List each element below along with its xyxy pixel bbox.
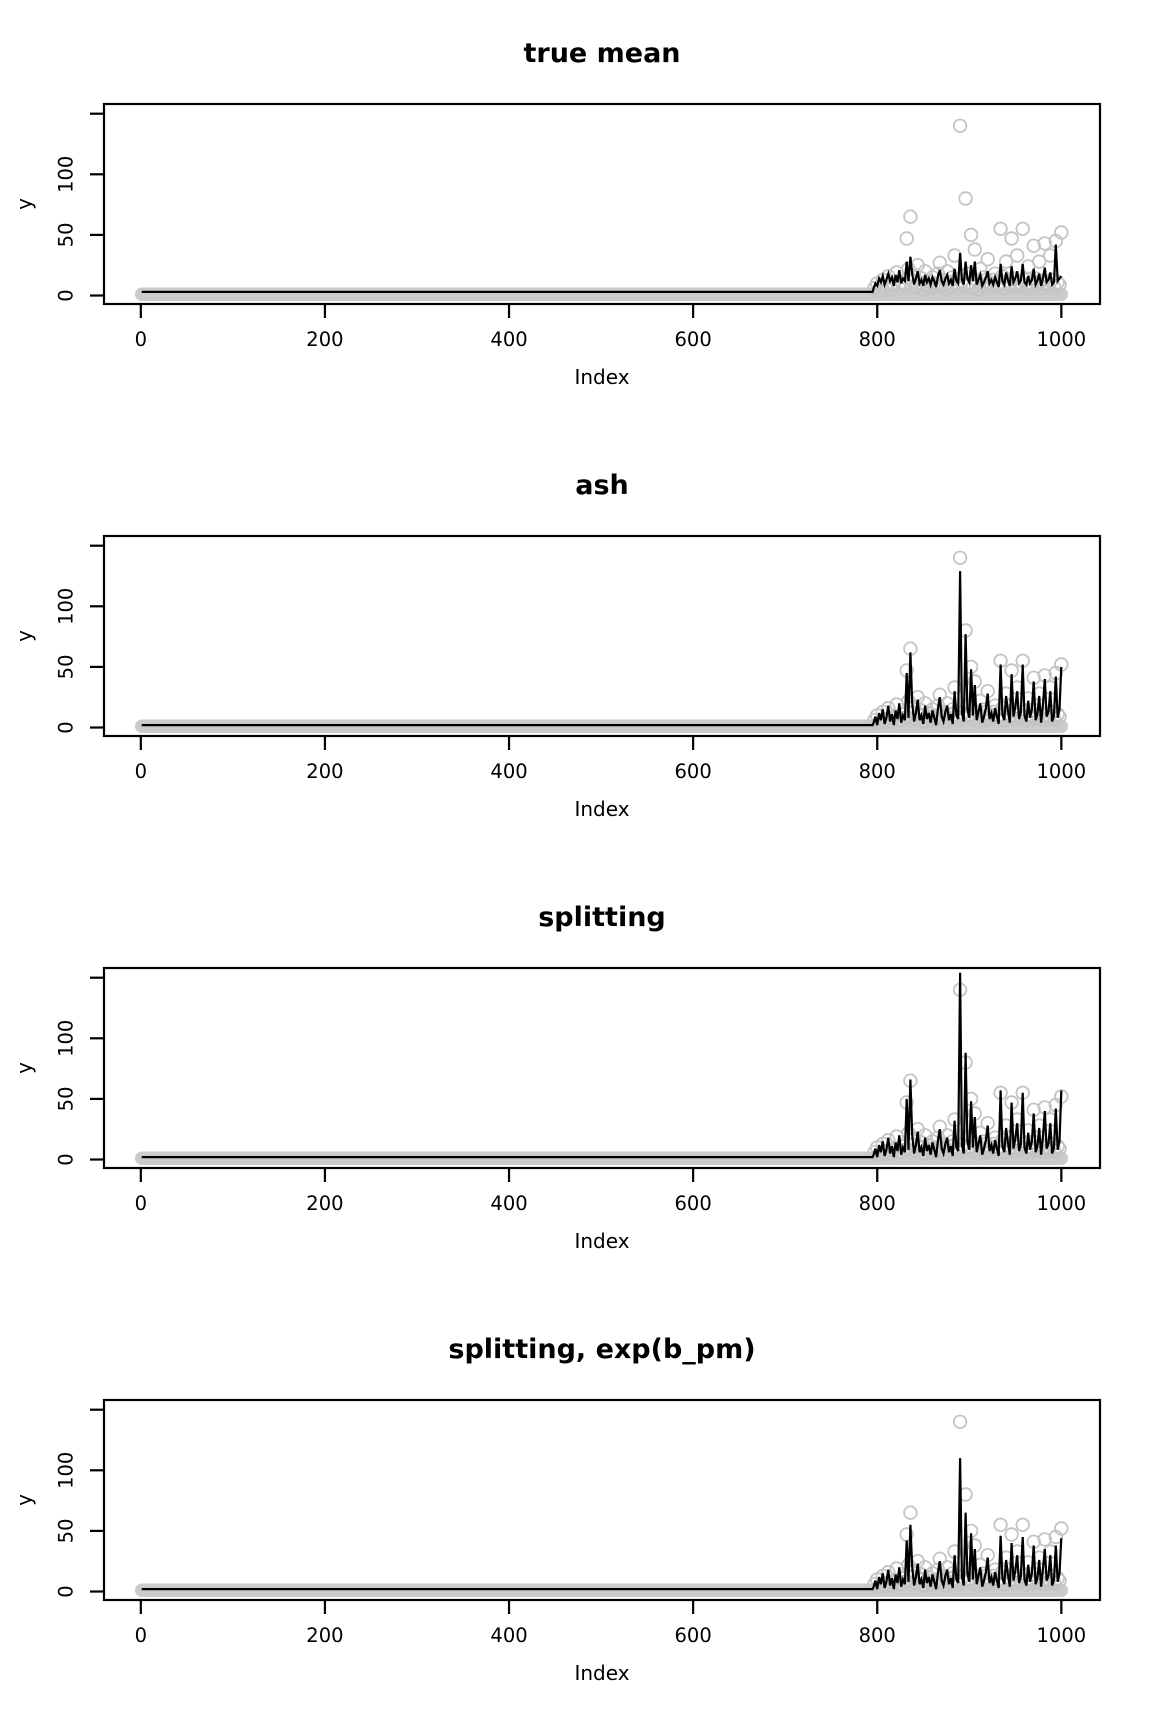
data-point: [998, 254, 1014, 269]
data-point: [963, 227, 979, 243]
x-tick-label: 800: [859, 760, 896, 783]
plot-box: [102, 1398, 1102, 1602]
data-point: [1037, 1532, 1053, 1547]
plot-svg-ash: ash 0 200 400 600 800 1000 0 50 100 Index y: [12, 470, 1102, 821]
x-axis-label: Index: [574, 1229, 629, 1253]
panel-title: ash: [575, 470, 629, 501]
y-tick-label: 0: [55, 1153, 78, 1165]
y-tick-label: 50: [55, 1086, 78, 1111]
data-point: [894, 275, 910, 290]
x-tick-label: 400: [490, 328, 527, 351]
data-point: [903, 1505, 918, 1520]
y-tick-label: 50: [55, 222, 78, 247]
scatter-points: [867, 118, 1069, 298]
data-point: [980, 252, 995, 267]
data-point: [1031, 254, 1047, 269]
x-tick-label: 200: [306, 328, 343, 351]
x-axis-label: Index: [574, 365, 629, 389]
y-axis-label: y: [12, 630, 36, 642]
data-point: [1004, 1527, 1019, 1542]
data-point: [1004, 231, 1019, 246]
x-tick-label: 400: [490, 1624, 527, 1647]
data-point: [967, 242, 983, 257]
panel-ash: ash 0 200 400 600 800 1000 0 50 100 Index y: [0, 432, 1152, 864]
y-tick-label: 50: [55, 654, 78, 679]
plot-area: 0 200 400 600 800 1000 0 50 100 Index y: [12, 534, 1102, 821]
x-tick-label: 1000: [1037, 760, 1087, 783]
plot-area: 0 200 400 600 800 1000 0 50 100 Index y: [12, 102, 1102, 389]
data-point: [952, 550, 968, 566]
x-tick-label: 600: [675, 1624, 712, 1647]
y-tick-label: 100: [55, 1020, 78, 1057]
panel-title: splitting: [538, 902, 666, 933]
data-point: [932, 255, 948, 271]
x-tick-label: 600: [675, 760, 712, 783]
x-tick-label: 400: [490, 1192, 527, 1215]
x-tick-label: 1000: [1037, 1624, 1087, 1647]
data-point: [993, 1517, 1008, 1533]
data-point: [1026, 238, 1041, 254]
x-tick-label: 200: [306, 1192, 343, 1215]
x-tick-label: 400: [490, 760, 527, 783]
x-tick-label: 0: [135, 328, 147, 351]
y-axis-label: y: [12, 1062, 36, 1074]
plot-svg-splitting-exp: splitting, exp(b_pm) 0 200 400 600 800 1000 0 5…: [12, 1334, 1102, 1685]
x-tick-label: 0: [135, 760, 147, 783]
plot-area: 0 200 400 600 800 1000 0 50 100 Index y: [12, 1398, 1102, 1685]
x-axis-label: Index: [574, 797, 629, 821]
y-tick-label: 100: [55, 588, 78, 625]
y-tick-label: 50: [55, 1518, 78, 1543]
panel-true-mean: true mean 0 200 400 600 800 1000 0 50 100 Index y: [0, 0, 1152, 432]
panel-title: true mean: [523, 38, 680, 69]
y-tick-label: 0: [55, 721, 78, 733]
y-axis-label: y: [12, 1494, 36, 1506]
x-tick-label: 1000: [1037, 328, 1087, 351]
plot-box: [102, 102, 1102, 306]
plot-box: [102, 534, 1102, 738]
x-tick-label: 800: [859, 1192, 896, 1215]
x-tick-label: 0: [135, 1624, 147, 1647]
plot-svg-splitting: splitting 0 200 400 600 800 1000 0 50 100 Index y: [12, 902, 1102, 1253]
mean-line: [141, 1458, 1063, 1591]
data-point: [1037, 236, 1053, 251]
x-tick-label: 200: [306, 760, 343, 783]
plot-box: [102, 966, 1102, 1170]
panel-splitting-exp-b-pm: splitting, exp(b_pm) 0 200 400 600 800 1000 0 5…: [0, 1296, 1152, 1728]
data-point: [952, 1414, 968, 1430]
data-point: [1054, 225, 1069, 240]
panel-title: splitting, exp(b_pm): [448, 1334, 755, 1365]
panel-splitting: splitting 0 200 400 600 800 1000 0 50 100 Index y: [0, 864, 1152, 1296]
data-point: [1015, 1517, 1030, 1533]
data-point: [1054, 1521, 1069, 1536]
x-tick-label: 800: [859, 328, 896, 351]
x-tick-label: 0: [135, 1192, 147, 1215]
data-point: [952, 118, 968, 134]
data-point: [903, 209, 918, 224]
y-tick-label: 100: [55, 1452, 78, 1489]
y-axis-label: y: [12, 198, 36, 210]
y-tick-label: 0: [55, 289, 78, 301]
data-point: [958, 191, 973, 206]
y-tick-label: 100: [55, 156, 78, 193]
x-tick-label: 800: [859, 1624, 896, 1647]
x-tick-label: 1000: [1037, 1192, 1087, 1215]
plot-area: 0 200 400 600 800 1000 0 50 100 Index y: [12, 966, 1102, 1253]
mean-line: [141, 972, 1063, 1159]
data-point: [993, 221, 1008, 237]
x-axis-label: Index: [574, 1661, 629, 1685]
mean-line: [141, 571, 1063, 727]
x-tick-label: 600: [675, 328, 712, 351]
plot-svg-true-mean: true mean 0 200 400 600 800 1000 0 50 100 Index y: [12, 38, 1102, 389]
x-tick-label: 600: [675, 1192, 712, 1215]
data-point: [899, 231, 914, 246]
mean-line: [141, 244, 1063, 293]
x-tick-label: 200: [306, 1624, 343, 1647]
y-tick-label: 0: [55, 1585, 78, 1597]
data-point: [1015, 221, 1030, 237]
data-point: [1010, 248, 1025, 263]
